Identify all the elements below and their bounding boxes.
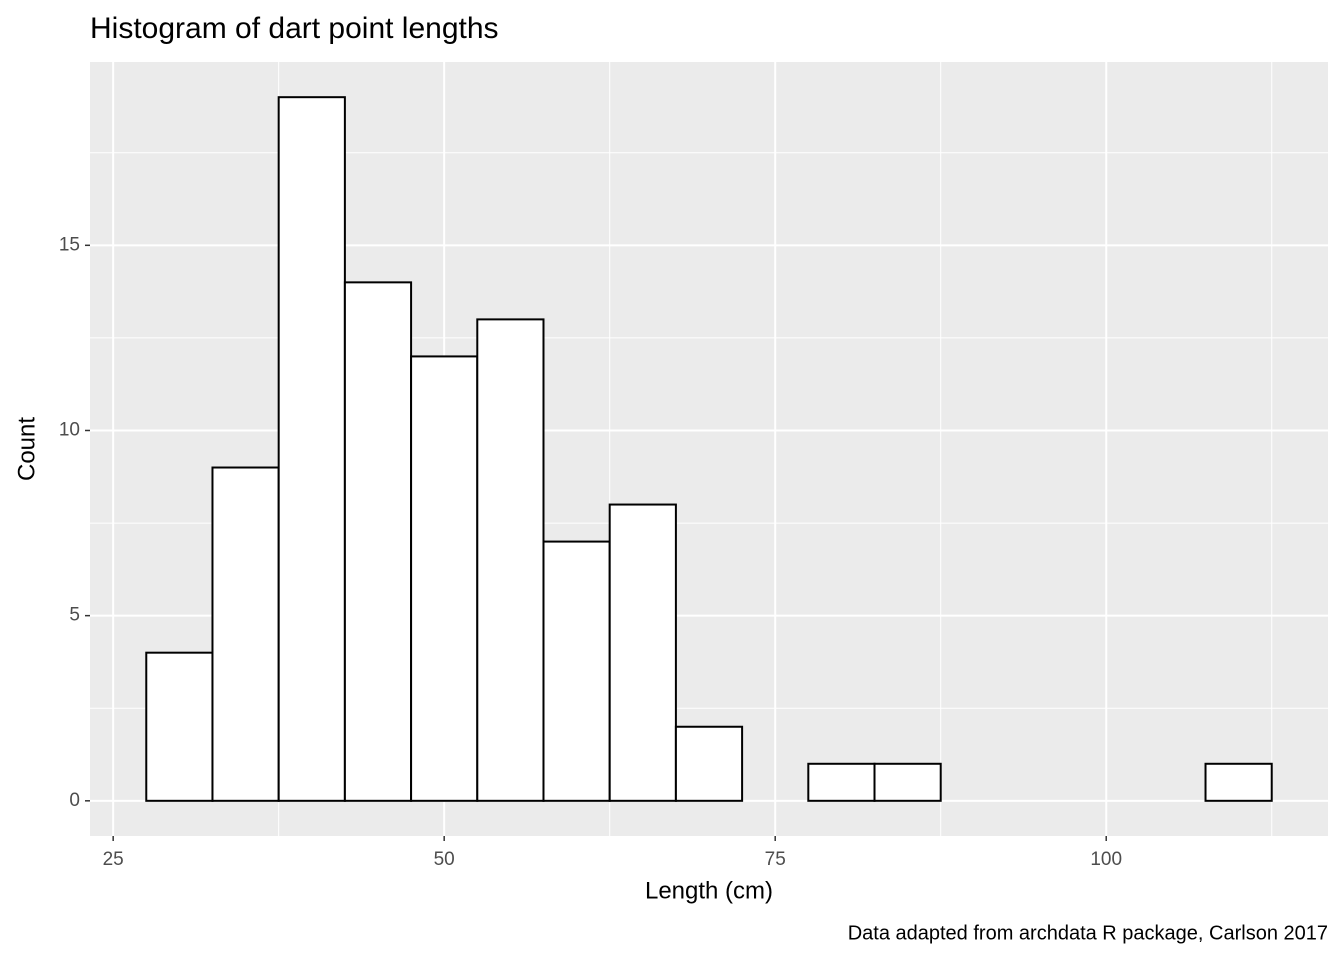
chart-title: Histogram of dart point lengths xyxy=(90,12,499,45)
x-tick-label: 75 xyxy=(765,849,786,870)
caption: Data adapted from archdata R package, Ca… xyxy=(848,922,1328,944)
bar xyxy=(343,281,413,802)
y-axis-label: Count xyxy=(13,417,40,481)
bar xyxy=(608,503,677,802)
x-axis-label: Length (cm) xyxy=(645,877,773,904)
bar xyxy=(1204,762,1273,802)
bar xyxy=(410,355,479,802)
x-tick-label: 50 xyxy=(434,849,455,870)
y-tick-label: 15 xyxy=(59,234,80,255)
y-tick-label: 10 xyxy=(59,419,80,440)
bar xyxy=(476,318,545,802)
y-tick-label: 0 xyxy=(69,790,80,811)
bar xyxy=(674,725,744,802)
bar xyxy=(807,762,876,802)
bar xyxy=(277,96,346,802)
bar xyxy=(873,762,942,802)
y-tick-label: 5 xyxy=(69,605,80,626)
bar xyxy=(211,466,280,802)
x-tick-label: 25 xyxy=(103,849,124,870)
bar xyxy=(542,540,611,802)
x-tick-label: 100 xyxy=(1090,849,1122,870)
bar xyxy=(145,651,214,802)
